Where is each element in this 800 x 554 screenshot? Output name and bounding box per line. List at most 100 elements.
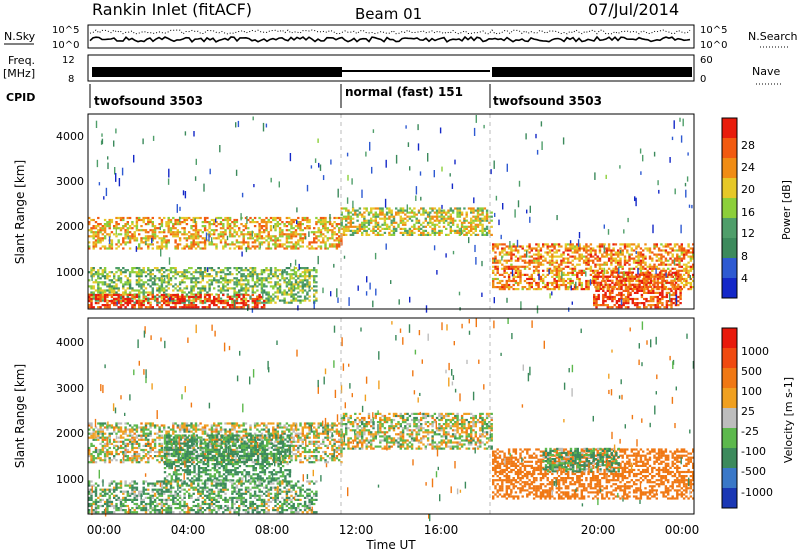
echo-cell [151, 233, 154, 236]
echo-cell [94, 297, 98, 301]
echo-cell [124, 237, 127, 240]
echo-cell [324, 218, 327, 222]
echo-cell [501, 267, 504, 270]
echo-cell [113, 302, 116, 305]
echo-cell [94, 281, 98, 284]
echo-cell [201, 300, 204, 303]
echo-cell [247, 237, 250, 240]
echo-cell [210, 218, 214, 222]
scatter-cell [100, 140, 103, 145]
echo-cell [158, 450, 161, 454]
echo-cell [365, 233, 368, 236]
echo-cell [655, 255, 658, 258]
echo-cell [458, 219, 462, 222]
echo-cell [203, 243, 207, 246]
echo-cell [413, 225, 416, 228]
scatter-cell [428, 213, 431, 218]
echo-cell [685, 251, 688, 254]
echo-cell [614, 269, 618, 272]
echo-cell [585, 247, 588, 250]
echo-cell [117, 300, 120, 303]
echo-cell [144, 438, 148, 441]
echo-cell [657, 253, 661, 256]
echo-cell [278, 239, 282, 242]
echo-cell [578, 279, 581, 283]
echo-cell [689, 265, 693, 268]
echo-cell [256, 237, 259, 240]
echo-cell [206, 281, 209, 284]
scatter-cell [293, 266, 296, 275]
echo-cell [251, 300, 254, 303]
echo-cell [174, 231, 177, 234]
echo-cell [126, 241, 129, 244]
echo-cell [481, 233, 484, 236]
echo-cell [288, 283, 291, 286]
echo-cell [553, 243, 556, 246]
echo-cell [101, 293, 104, 296]
echo-cell [269, 295, 273, 298]
echo-cell [276, 281, 279, 284]
echo-cell [665, 279, 669, 282]
nsky-label: N.Sky [4, 30, 36, 43]
echo-cell [142, 438, 145, 441]
echo-cell [580, 281, 583, 285]
echo-cell [576, 271, 579, 274]
scatter-cell [168, 257, 171, 265]
echo-cell [117, 277, 120, 280]
echo-cell [192, 233, 195, 236]
echo-cell [519, 245, 522, 248]
echo-cell [294, 293, 298, 296]
scatter-cell [313, 300, 315, 310]
echo-cell [306, 271, 309, 274]
echo-cell [374, 207, 377, 210]
echo-cell [272, 239, 275, 242]
echo-cell [249, 267, 252, 270]
scatter-cell [517, 200, 520, 208]
echo-cell [133, 459, 136, 462]
echo-cell [115, 448, 118, 452]
echo-cell [251, 275, 254, 278]
echo-cell [126, 221, 129, 224]
echo-cell [363, 225, 366, 228]
echo-cell [185, 216, 189, 220]
echo-cell [458, 209, 462, 212]
noise-tick-left-top: 10^5 [52, 25, 79, 36]
echo-cell [144, 229, 148, 232]
echo-cell [440, 211, 443, 214]
echo-cell [149, 455, 152, 458]
echo-cell [167, 231, 170, 234]
echo-cell [108, 289, 111, 292]
echo-cell [206, 229, 209, 232]
echo-cell [301, 291, 304, 294]
echo-cell [192, 271, 195, 274]
echo-cell [606, 275, 609, 278]
echo-cell [654, 306, 657, 309]
echo-cell [158, 426, 161, 429]
echo-cell [415, 217, 418, 220]
echo-cell [606, 304, 609, 307]
echo-cell [467, 207, 471, 210]
echo-cell [530, 281, 533, 285]
echo-cell [643, 279, 646, 282]
echo-cell [399, 219, 402, 222]
echo-cell [119, 281, 123, 284]
echo-cell [188, 245, 191, 248]
echo-cell [174, 235, 177, 238]
echo-cell [603, 279, 606, 283]
echo-cell [253, 304, 257, 307]
echo-cell [151, 457, 154, 460]
echo-cell [665, 300, 669, 303]
echo-cell [627, 271, 630, 274]
echo-cell [301, 245, 304, 248]
echo-cell [238, 271, 241, 274]
echo-cell [610, 251, 613, 254]
echo-cell [643, 289, 646, 292]
echo-cell [94, 243, 98, 246]
echo-cell [99, 459, 102, 462]
echo-cell [94, 239, 98, 242]
echo-cell [160, 455, 164, 458]
echo-cell [113, 289, 116, 292]
echo-cell [671, 247, 674, 250]
echo-cell [660, 275, 663, 278]
echo-cell [213, 229, 216, 232]
